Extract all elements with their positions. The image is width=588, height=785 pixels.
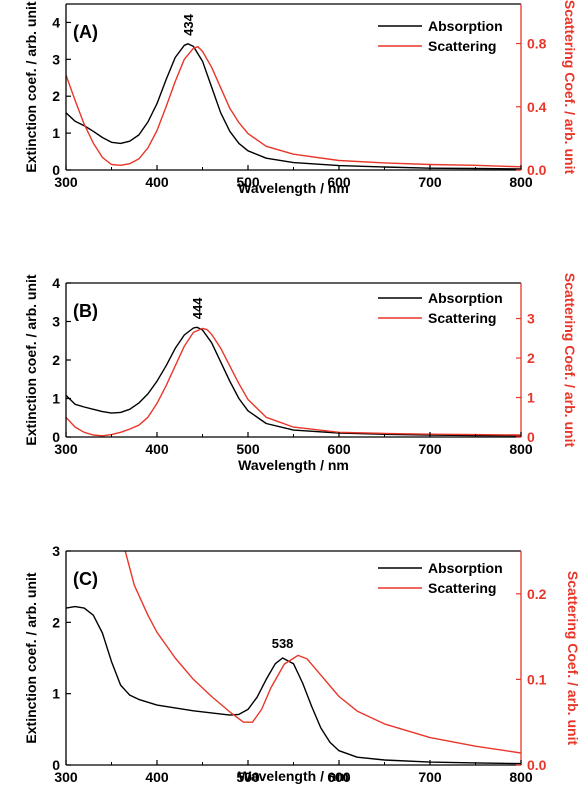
y-left-tick-label: 1: [52, 391, 60, 407]
legend-label-absorption: Absorption: [428, 18, 503, 34]
x-tick-label: 300: [54, 174, 78, 190]
y-left-axis-label: Extinction coef. / arb. unit: [23, 572, 39, 743]
series-line-scattering: [66, 46, 521, 168]
x-tick-label: 800: [509, 769, 533, 785]
peak-annotation: 444: [190, 297, 205, 319]
x-tick-label: 700: [418, 441, 442, 457]
x-tick-label: 500: [236, 769, 260, 785]
x-tick-label: 700: [418, 174, 442, 190]
y-left-axis-label: Extinction coef. / arb. unit: [23, 274, 39, 445]
y-left-tick-label: 3: [52, 314, 60, 330]
legend-label-scattering: Scattering: [428, 310, 496, 326]
y-left-tick-label: 1: [52, 686, 60, 702]
series-line-scattering: [124, 551, 521, 754]
y-right-tick-label: 2: [527, 350, 535, 366]
y-left-tick-label: 3: [52, 543, 60, 559]
y-left-tick-label: 4: [52, 275, 60, 291]
y-left-tick-label: 0: [52, 757, 60, 773]
series-line-absorption: [66, 43, 521, 170]
panel-label: (C): [73, 569, 98, 589]
y-right-axis-label: Scattering Coef. / arb. unit: [562, 0, 578, 174]
y-left-tick-label: 1: [52, 125, 60, 141]
x-tick-label: 300: [54, 769, 78, 785]
x-tick-label: 500: [236, 441, 260, 457]
y-right-axis-label: Scattering Coef. / arb. unit: [565, 571, 581, 746]
y-right-tick-label: 0.1: [527, 671, 547, 687]
y-right-tick-label: 0: [527, 429, 535, 445]
y-right-tick-label: 0.2: [527, 586, 547, 602]
x-tick-label: 300: [54, 441, 78, 457]
y-left-tick-label: 0: [52, 162, 60, 178]
x-tick-label: 400: [145, 769, 169, 785]
y-right-tick-label: 1: [527, 390, 535, 406]
chart-panel-1: 300 400 500 600 700 800 0 1 2 3 4 0.0 0.4 0.8 Waveleng…: [23, 0, 578, 196]
x-tick-label: 600: [327, 441, 351, 457]
x-axis-label: Wavelength / nm: [238, 180, 349, 196]
x-tick-label: 500: [236, 174, 260, 190]
y-left-axis-label: Extinction coef. / arb. unit: [23, 1, 39, 172]
x-axis-label: Wavelength / nm: [238, 457, 349, 473]
legend-label-scattering: Scattering: [428, 580, 496, 596]
series-line-absorption: [66, 326, 521, 437]
panel-label: (A): [73, 22, 98, 42]
y-right-tick-label: 0.0: [527, 162, 547, 178]
y-right-tick-label: 0.8: [527, 36, 547, 52]
chart-panel-3: 300 400 500 600 700 800 0 1 2 3 0.0 0.1 0.2 Wavelengt…: [23, 543, 581, 785]
y-left-tick-label: 0: [52, 429, 60, 445]
y-left-tick-label: 2: [52, 614, 60, 630]
legend-label-absorption: Absorption: [428, 290, 503, 306]
peak-annotation: 538: [272, 636, 294, 651]
y-right-tick-label: 0.4: [527, 99, 547, 115]
x-axis-label: Wavelength / nm: [238, 768, 349, 784]
panel-label: (B): [73, 301, 98, 321]
x-tick-label: 600: [327, 174, 351, 190]
y-left-tick-label: 4: [52, 14, 60, 30]
x-tick-label: 700: [418, 769, 442, 785]
peak-annotation: 434: [181, 13, 196, 35]
x-tick-label: 400: [145, 174, 169, 190]
legend-label-scattering: Scattering: [428, 38, 496, 54]
y-left-tick-label: 3: [52, 51, 60, 67]
x-tick-label: 400: [145, 441, 169, 457]
series-line-scattering: [66, 327, 521, 437]
y-left-tick-label: 2: [52, 88, 60, 104]
x-tick-label: 800: [509, 174, 533, 190]
series-line-absorption: [66, 605, 521, 765]
y-right-tick-label: 3: [527, 311, 535, 327]
y-right-axis-label: Scattering Coef. / arb. unit: [562, 273, 578, 448]
legend-label-absorption: Absorption: [428, 560, 503, 576]
y-left-tick-label: 2: [52, 352, 60, 368]
x-tick-label: 800: [509, 441, 533, 457]
y-right-tick-label: 0.0: [527, 757, 547, 773]
x-tick-label: 600: [327, 769, 351, 785]
